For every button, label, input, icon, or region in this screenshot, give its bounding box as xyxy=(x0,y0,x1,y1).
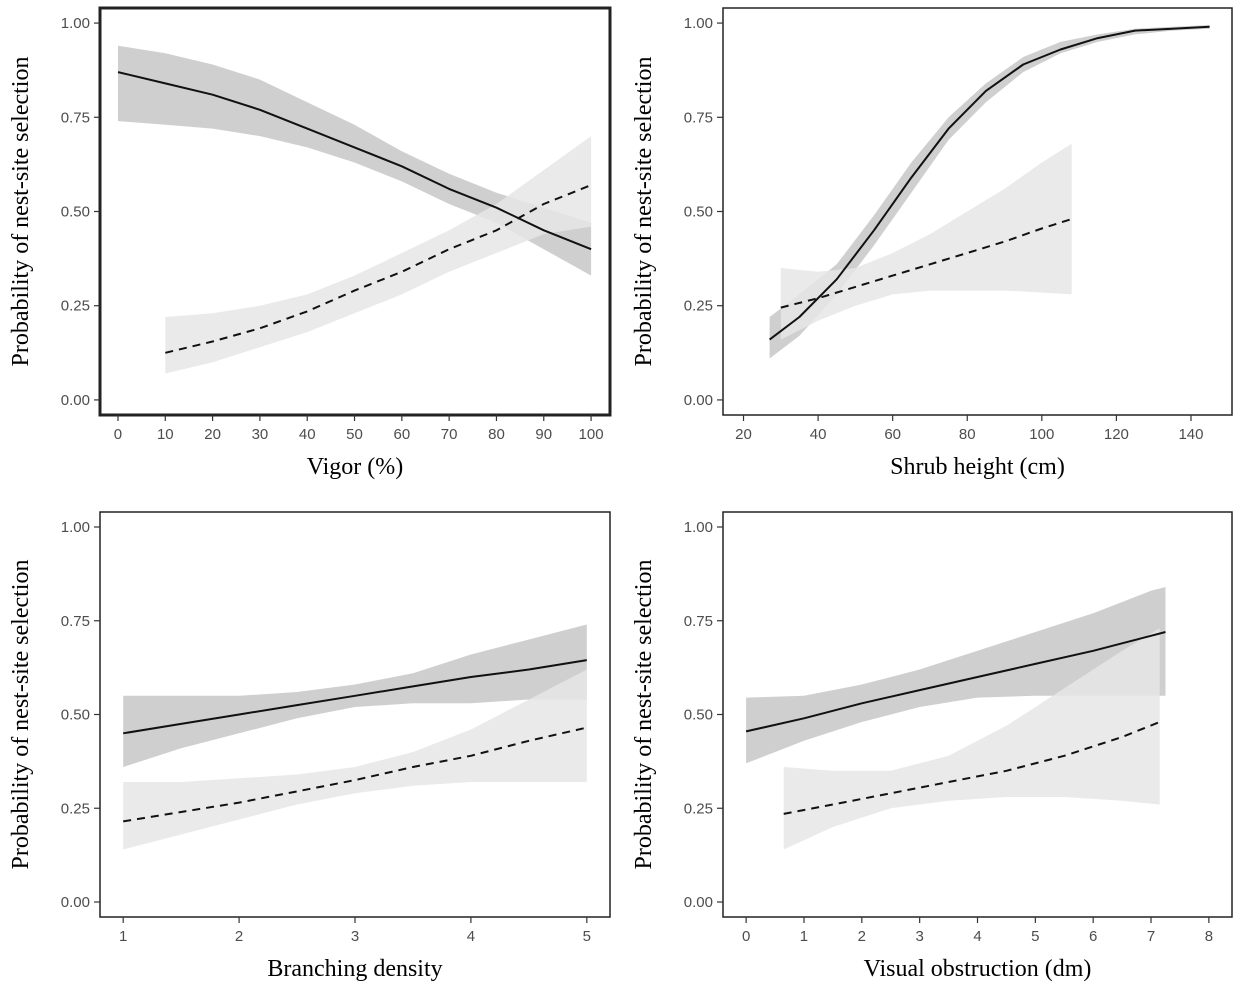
x-tick-label: 0 xyxy=(114,426,122,443)
x-tick-label: 4 xyxy=(973,928,981,945)
y-tick-label: 0.00 xyxy=(61,392,90,409)
series-line-solid xyxy=(768,25,1210,341)
y-tick-label: 0.00 xyxy=(684,392,713,409)
y-tick-label: 0.50 xyxy=(684,204,713,221)
plot-area xyxy=(745,587,1166,850)
y-axis-title: Probability of nest-site selection xyxy=(8,560,34,870)
chart-panel-shrub-height: 20 40 60 80 100 120 140 0.00 0.25 0.50 0.75 1.00 Shr… xyxy=(631,7,1233,480)
y-tick-label: 0.25 xyxy=(684,800,713,817)
y-tick-label: 0.50 xyxy=(61,707,90,724)
y-tick-label: 0.00 xyxy=(684,894,713,911)
x-tick-label: 120 xyxy=(1104,426,1129,443)
x-tick-label: 100 xyxy=(579,426,604,443)
series-line-solid xyxy=(117,71,592,251)
y-axis-title: Probability of nest-site selection xyxy=(631,57,657,367)
y-tick-label: 0.00 xyxy=(61,894,90,911)
x-axis-title: Branching density xyxy=(267,956,442,982)
confidence-band-dashed xyxy=(783,628,1160,850)
plot-area xyxy=(123,624,588,850)
x-tick-label: 40 xyxy=(299,426,316,443)
y-tick-label: 0.75 xyxy=(61,109,90,126)
confidence-band-dashed xyxy=(780,143,1072,340)
y-tick-label: 0.50 xyxy=(61,204,90,221)
x-tick-label: 60 xyxy=(884,426,901,443)
series-line-dashed xyxy=(165,184,592,354)
x-axis-title: Visual obstruction (dm) xyxy=(864,956,1092,982)
confidence-band-solid xyxy=(769,25,1210,359)
chart-panel-visual-obstruction: 0 1 2 3 4 5 6 7 8 0.00 0.25 0.50 0.75 1.00 Visual obst… xyxy=(631,511,1233,982)
x-tick-label: 1 xyxy=(119,928,127,945)
x-tick-label: 80 xyxy=(488,426,505,443)
x-tick-label: 70 xyxy=(441,426,458,443)
x-tick-label: 7 xyxy=(1147,928,1155,945)
y-tick-label: 0.50 xyxy=(684,707,713,724)
x-axis-title: Vigor (%) xyxy=(307,454,404,480)
confidence-band-dashed xyxy=(165,136,592,374)
x-tick-label: 140 xyxy=(1178,426,1203,443)
x-tick-label: 40 xyxy=(810,426,827,443)
x-tick-label: 5 xyxy=(583,928,591,945)
series-line-solid xyxy=(745,631,1166,733)
x-tick-label: 1 xyxy=(800,928,808,945)
x-tick-label: 0 xyxy=(742,928,750,945)
x-tick-label: 6 xyxy=(1089,928,1097,945)
series-line-solid xyxy=(123,659,587,735)
x-tick-label: 4 xyxy=(467,928,475,945)
x-tick-label: 80 xyxy=(959,426,976,443)
y-tick-label: 0.25 xyxy=(61,298,90,315)
x-tick-label: 8 xyxy=(1205,928,1213,945)
plot-area xyxy=(117,45,592,374)
confidence-band-solid xyxy=(746,587,1166,764)
y-tick-label: 0.25 xyxy=(61,800,90,817)
x-tick-label: 5 xyxy=(1031,928,1039,945)
y-tick-label: 0.25 xyxy=(684,298,713,315)
y-tick-label: 0.75 xyxy=(61,613,90,630)
x-tick-label: 50 xyxy=(346,426,363,443)
x-tick-label: 20 xyxy=(735,426,752,443)
x-tick-label: 100 xyxy=(1029,426,1054,443)
series-line-dashed xyxy=(123,726,588,823)
x-tick-label: 10 xyxy=(157,426,174,443)
y-axis-title: Probability of nest-site selection xyxy=(631,560,657,870)
chart-panel-vigor: 0 10 20 30 40 50 60 70 80 90 100 0.00 0.25 0.50 0.75 1.… xyxy=(8,6,612,480)
y-tick-label: 1.00 xyxy=(61,15,90,32)
x-tick-label: 30 xyxy=(252,426,269,443)
x-tick-label: 3 xyxy=(915,928,923,945)
x-tick-label: 90 xyxy=(535,426,552,443)
y-axis-title: Probability of nest-site selection xyxy=(8,57,34,367)
chart-panel-branching-density: 1 2 3 4 5 0.00 0.25 0.50 0.75 1.00 Branching densi… xyxy=(8,511,611,982)
series-line-dashed xyxy=(783,721,1161,815)
y-tick-label: 0.75 xyxy=(684,613,713,630)
x-tick-label: 60 xyxy=(393,426,410,443)
confidence-band-dashed xyxy=(123,669,587,850)
y-tick-label: 1.00 xyxy=(61,519,90,536)
x-tick-label: 2 xyxy=(235,928,243,945)
y-tick-label: 1.00 xyxy=(684,519,713,536)
y-tick-label: 1.00 xyxy=(684,15,713,32)
x-tick-label: 2 xyxy=(858,928,866,945)
x-axis-title: Shrub height (cm) xyxy=(890,454,1065,480)
x-tick-label: 20 xyxy=(204,426,221,443)
x-tick-label: 3 xyxy=(351,928,359,945)
y-tick-label: 0.75 xyxy=(684,109,713,126)
series-line-dashed xyxy=(780,218,1073,309)
plot-area xyxy=(768,25,1210,359)
